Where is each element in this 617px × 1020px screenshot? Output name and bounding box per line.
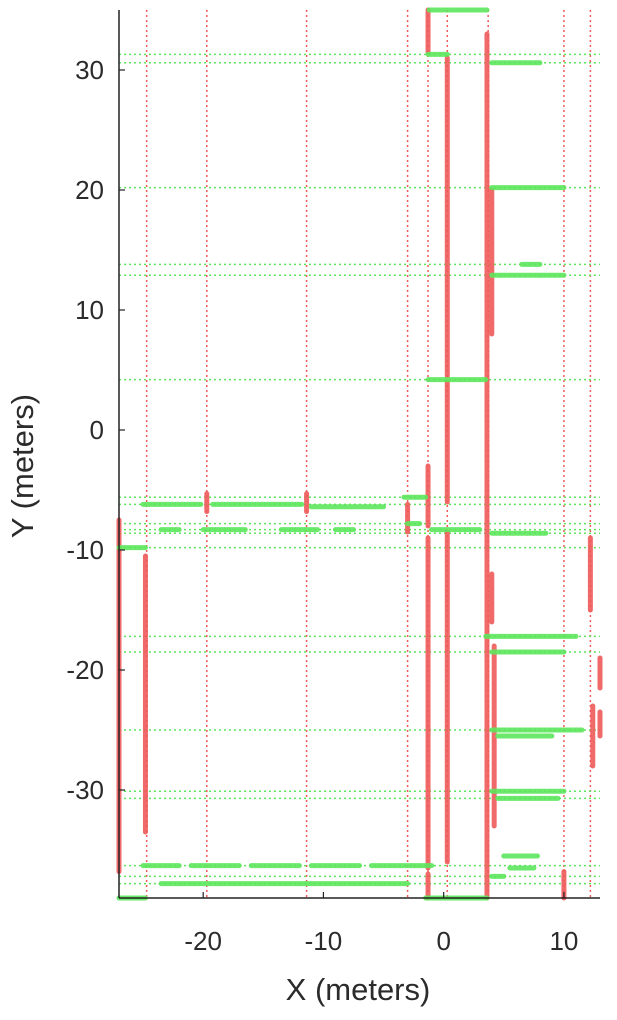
axes: -20 -10 0 10 -30 -20 -10 0 10 20 30	[66, 10, 600, 956]
y-tick-label: -30	[66, 775, 104, 805]
x-tick-label: 10	[549, 926, 578, 956]
x-axis-label: X (meters)	[286, 972, 431, 1007]
x-tick-label: -10	[305, 926, 343, 956]
y-tick-label: 0	[90, 415, 104, 445]
y-tick-label: 10	[75, 295, 104, 325]
y-tick-label: 30	[75, 55, 104, 85]
y-tick-label: -10	[66, 535, 104, 565]
x-tick-label: -20	[184, 926, 222, 956]
plot-series	[116, 7, 603, 901]
y-tick-label: 20	[75, 175, 104, 205]
y-tick-label: -20	[66, 655, 104, 685]
y-axis-label: Y (meters)	[5, 394, 40, 538]
x-tick-label: 0	[436, 926, 450, 956]
grid	[119, 10, 600, 898]
